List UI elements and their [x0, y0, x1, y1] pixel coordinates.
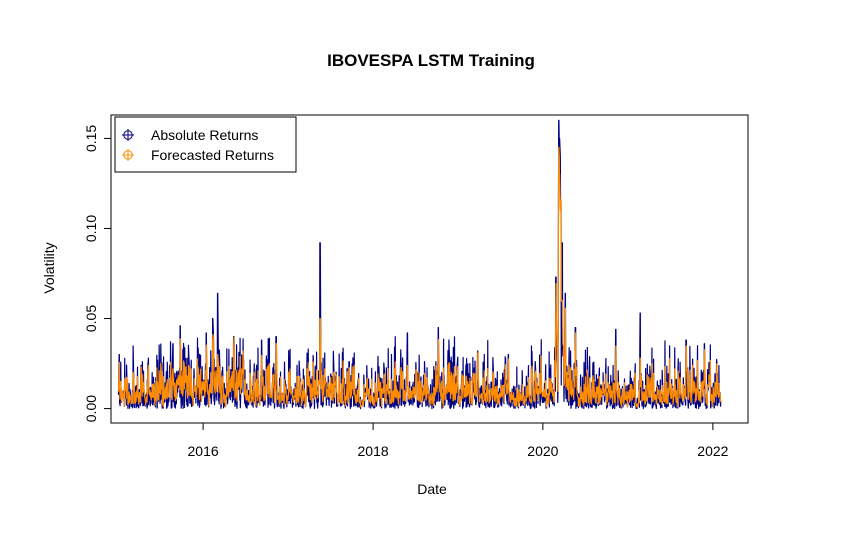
legend-marker-forecast — [122, 149, 134, 161]
legend-label-forecast: Forecasted Returns — [151, 147, 274, 163]
y-tick-label: 0.00 — [83, 395, 99, 422]
y-axis: 0.00 0.05 0.10 0.15 — [83, 125, 112, 422]
legend: Absolute Returns Forecasted Returns — [114, 116, 297, 173]
series-layer — [117, 119, 722, 410]
legend-box — [114, 116, 297, 173]
chart-title: IBOVESPA LSTM Training — [327, 51, 535, 70]
y-axis-label: Volatility — [41, 242, 57, 293]
x-axis: 2016 2018 2020 2022 — [188, 422, 729, 459]
x-tick-label: 2020 — [527, 443, 558, 459]
y-tick-label: 0.15 — [83, 125, 99, 152]
x-tick-label: 2016 — [188, 443, 219, 459]
y-tick-label: 0.10 — [83, 215, 99, 242]
x-axis-label: Date — [417, 481, 447, 497]
legend-marker-absolute — [122, 129, 134, 141]
x-tick-label: 2018 — [358, 443, 389, 459]
y-tick-label: 0.05 — [83, 305, 99, 332]
series-line-forecasted-returns — [117, 146, 722, 408]
legend-label-absolute: Absolute Returns — [151, 127, 258, 143]
x-tick-label: 2022 — [697, 443, 728, 459]
